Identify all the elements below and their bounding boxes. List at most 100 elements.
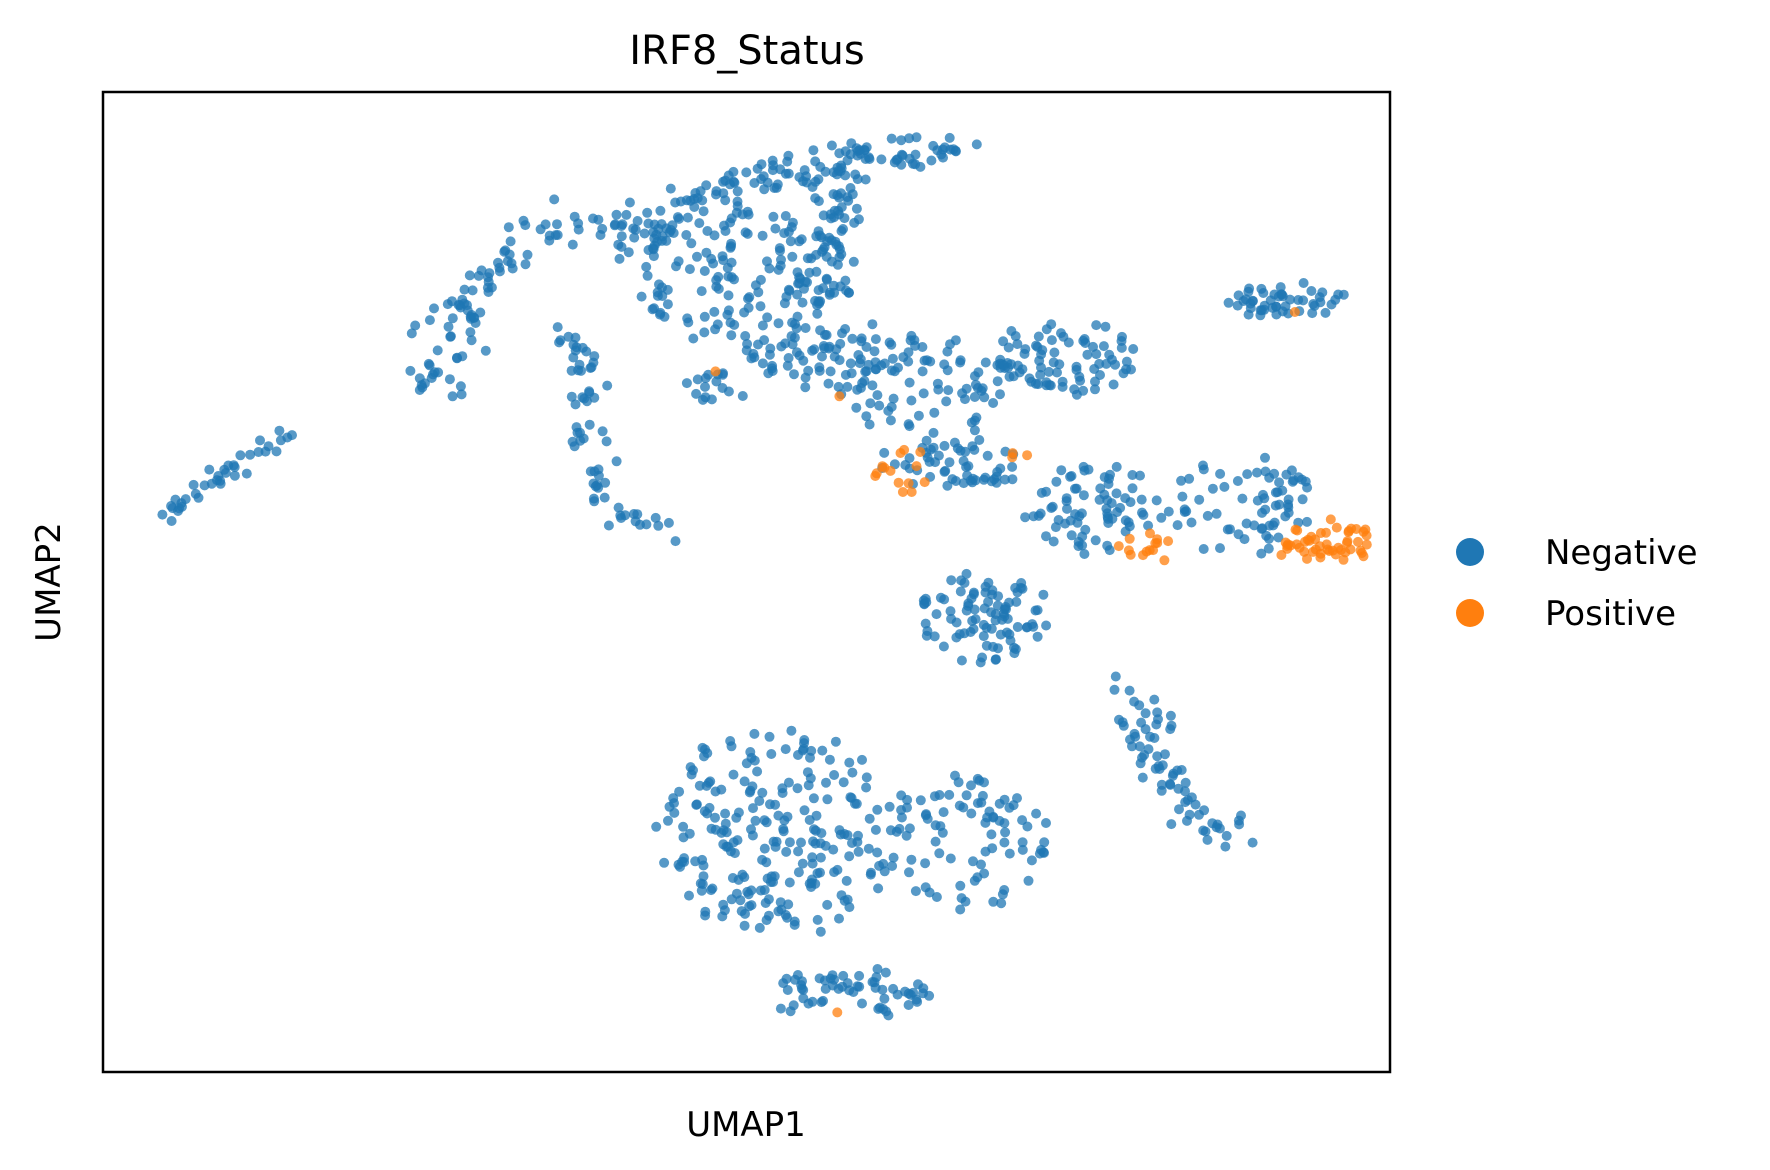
data-point — [877, 984, 888, 995]
data-point — [776, 904, 787, 915]
data-point — [930, 836, 941, 847]
data-point — [834, 148, 845, 159]
data-point — [992, 467, 1003, 477]
data-point — [459, 284, 470, 295]
data-point — [837, 328, 847, 339]
data-point — [1302, 534, 1313, 545]
data-point — [1027, 619, 1038, 630]
data-point — [942, 480, 953, 491]
data-point — [1113, 541, 1124, 552]
data-point — [849, 217, 860, 228]
data-point — [692, 374, 703, 385]
data-point — [1041, 486, 1052, 497]
data-point — [1152, 707, 1163, 718]
data-point — [966, 808, 977, 819]
data-point — [979, 603, 990, 614]
data-point — [706, 253, 717, 264]
data-point — [796, 837, 806, 848]
data-point — [873, 883, 884, 894]
data-point — [807, 852, 818, 863]
data-point — [840, 369, 851, 380]
data-point — [888, 852, 899, 863]
data-point — [1072, 517, 1083, 528]
data-point — [1242, 469, 1253, 480]
data-point — [1270, 500, 1281, 511]
data-point — [969, 425, 980, 436]
data-point — [1221, 830, 1232, 841]
data-point — [503, 222, 514, 233]
legend-label-positive: Positive — [1545, 594, 1676, 634]
data-point — [215, 475, 226, 486]
data-point — [657, 291, 668, 301]
data-point — [980, 357, 991, 368]
data-point — [781, 846, 792, 857]
data-point — [1202, 834, 1213, 845]
data-point — [1202, 510, 1213, 521]
data-point — [1273, 291, 1284, 302]
data-point — [540, 219, 551, 230]
data-point — [800, 382, 811, 393]
data-point — [1030, 605, 1041, 616]
data-point — [1058, 331, 1069, 342]
data-point — [699, 311, 710, 322]
data-point — [1104, 545, 1115, 556]
data-point — [787, 339, 798, 350]
data-point — [771, 182, 782, 193]
scatter-points — [157, 132, 1372, 1021]
data-point — [726, 241, 736, 252]
data-point — [1143, 744, 1154, 755]
data-point — [694, 780, 705, 791]
data-point — [1317, 287, 1328, 298]
data-point — [743, 302, 754, 313]
data-point — [737, 209, 748, 220]
data-point — [945, 853, 956, 864]
data-point — [642, 207, 653, 218]
data-point — [896, 805, 907, 815]
data-point — [611, 209, 622, 220]
data-point — [974, 435, 985, 445]
data-point — [801, 177, 812, 188]
data-point — [589, 351, 600, 362]
data-point — [1098, 341, 1109, 352]
data-point — [775, 1003, 786, 1014]
data-point — [886, 133, 897, 144]
data-point — [483, 272, 493, 283]
data-point — [507, 263, 518, 274]
data-point — [443, 321, 454, 332]
data-point — [845, 358, 856, 369]
data-point — [824, 754, 835, 765]
data-point — [848, 987, 859, 997]
data-point — [462, 305, 473, 316]
data-point — [844, 757, 855, 768]
data-point — [522, 249, 533, 260]
data-point — [1117, 331, 1127, 342]
data-point — [1273, 532, 1284, 543]
data-point — [1356, 548, 1367, 558]
data-point — [876, 154, 887, 165]
data-point — [779, 815, 790, 826]
data-point — [782, 912, 793, 923]
data-point — [803, 780, 814, 791]
data-point — [969, 604, 980, 615]
data-point — [713, 283, 724, 294]
data-point — [699, 266, 710, 276]
data-point — [1004, 802, 1015, 813]
data-point — [973, 367, 984, 378]
data-point — [909, 335, 920, 346]
data-point — [1032, 631, 1043, 642]
data-point — [1307, 308, 1318, 319]
data-point — [949, 437, 960, 448]
legend-marker-negative — [1456, 538, 1484, 566]
data-point — [879, 462, 890, 473]
data-point — [867, 380, 878, 391]
data-point — [655, 205, 666, 216]
data-point — [740, 908, 750, 919]
data-point — [792, 783, 803, 794]
data-point — [696, 286, 707, 297]
data-point — [1043, 366, 1054, 377]
data-point — [455, 381, 466, 392]
data-point — [896, 135, 907, 146]
data-point — [255, 435, 265, 446]
data-point — [1017, 837, 1028, 848]
data-point — [996, 898, 1007, 909]
